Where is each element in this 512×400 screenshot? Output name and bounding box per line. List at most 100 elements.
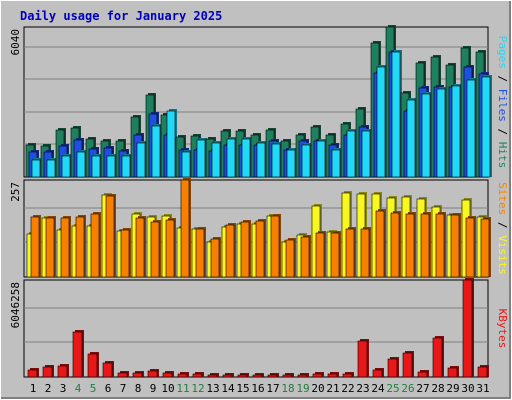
bar-kbytes-day-11-face [177,373,188,378]
bar-sites-day-31 [480,217,491,278]
day-label-26: 26 [401,382,414,395]
bar-sites-day-20 [315,231,326,278]
bar-sites-day-9 [150,220,161,278]
bar-sites-day-22 [345,227,356,278]
bar-kbytes-day-22-face [342,373,353,378]
bar-pages-day-4-face [76,151,86,178]
bar-sites-day-31-face [480,218,490,278]
bar-pages-day-27 [421,92,432,178]
bar-pages-day-22-face [346,130,356,178]
bar-kbytes-day-2 [42,365,54,378]
bar-sites-day-4 [75,215,86,278]
bar-kbytes-day-18-face [282,374,293,378]
day-label-27: 27 [416,382,429,395]
bar-pages-day-25-face [391,51,401,178]
bar-pages-day-26 [406,98,417,178]
bar-pages-day-18 [286,148,297,178]
day-label-14: 14 [221,382,235,395]
bar-sites-day-15-face [240,221,250,278]
bar-sites-day-1 [30,215,41,278]
bar-sites-day-11-face [180,179,190,278]
bar-pages-day-8-face [136,142,146,178]
day-label-19: 19 [296,382,309,395]
bar-kbytes-day-27 [417,370,429,378]
bar-sites-day-2-face [45,217,55,278]
day-label-30: 30 [461,382,474,395]
bar-kbytes-day-25-face [387,358,398,378]
bar-kbytes-day-28-face [432,337,443,378]
bar-pages-day-28-face [436,88,446,178]
bar-kbytes-day-18 [282,373,294,378]
bar-kbytes-day-9-face [147,370,158,378]
bar-sites-day-18-face [285,239,295,278]
bar-kbytes-day-3-face [57,365,68,378]
day-label-31: 31 [476,382,489,395]
bar-pages-day-1-face [31,159,41,178]
bar-pages-day-31 [481,75,492,178]
bar-sites-day-23-face [360,228,370,278]
bar-pages-day-13 [211,141,222,178]
bar-kbytes-day-5 [87,352,99,378]
series-label-kbytes: KBytes [496,309,509,349]
bar-pages-day-24 [376,65,387,178]
bar-sites-day-6-face [105,195,115,278]
bar-pages-day-16-face [256,142,266,178]
bar-kbytes-day-13 [207,373,219,378]
bar-sites-day-17-face [270,215,280,278]
bar-kbytes-day-20-face [312,373,323,378]
bar-kbytes-day-4-face [72,331,83,378]
bar-sites-day-7 [120,228,131,278]
bar-pages-day-13-face [211,142,221,178]
bar-kbytes-day-7 [117,371,129,378]
bar-kbytes-day-25 [387,357,399,378]
bar-sites-day-8-face [135,217,145,278]
bar-sites-day-30-face [465,217,475,278]
bar-pages-day-29-face [451,85,461,178]
bar-kbytes-day-23-face [357,340,368,378]
bar-sites-day-3-face [60,217,70,278]
bar-sites-day-7-face [120,229,130,278]
bar-kbytes-day-27-face [417,371,428,378]
bar-pages-day-14-face [226,138,236,178]
bar-sites-day-10-face [165,219,175,278]
bar-sites-day-21-face [330,232,340,278]
bar-kbytes-day-2-face [42,366,53,378]
bar-pages-day-25 [391,50,402,178]
bar-kbytes-day-30-face [462,279,473,378]
day-label-22: 22 [341,382,354,395]
bar-pages-day-10-face [166,110,176,178]
bar-kbytes-day-21-face [327,373,338,378]
bar-pages-day-11 [181,150,192,178]
bar-pages-day-6-face [106,155,116,178]
bar-kbytes-day-31 [477,365,489,378]
bar-sites-day-25-face [390,212,400,278]
bar-sites-day-27 [420,212,431,278]
day-label-24: 24 [371,382,385,395]
bar-sites-day-9-face [150,221,160,278]
bar-pages-day-7 [121,154,132,178]
bar-kbytes-day-15-face [237,374,248,378]
day-label-23: 23 [356,382,369,395]
day-label-20: 20 [311,382,324,395]
bar-kbytes-day-3 [57,364,69,378]
bar-kbytes-day-1-face [27,369,38,378]
bar-kbytes-day-8 [132,371,144,378]
bar-pages-day-4 [76,150,87,178]
day-label-7: 7 [120,382,127,395]
day-label-25: 25 [386,382,399,395]
bar-pages-day-18-face [286,149,296,178]
bar-kbytes-day-9 [147,369,159,378]
bar-pages-day-1 [31,158,42,178]
bar-kbytes-day-17-face [267,374,278,378]
bar-kbytes-day-6-face [102,362,113,378]
bar-sites-day-17 [270,214,281,278]
bar-kbytes-day-10 [162,371,174,378]
bar-sites-day-14-face [225,224,235,278]
bar-kbytes-day-19-face [297,374,308,378]
y-max-label-middle: 257 [9,182,22,202]
bar-pages-day-15 [241,137,252,178]
bar-sites-day-26-face [405,213,415,278]
bar-sites-day-28 [435,212,446,278]
bar-kbytes-day-8-face [132,372,143,378]
